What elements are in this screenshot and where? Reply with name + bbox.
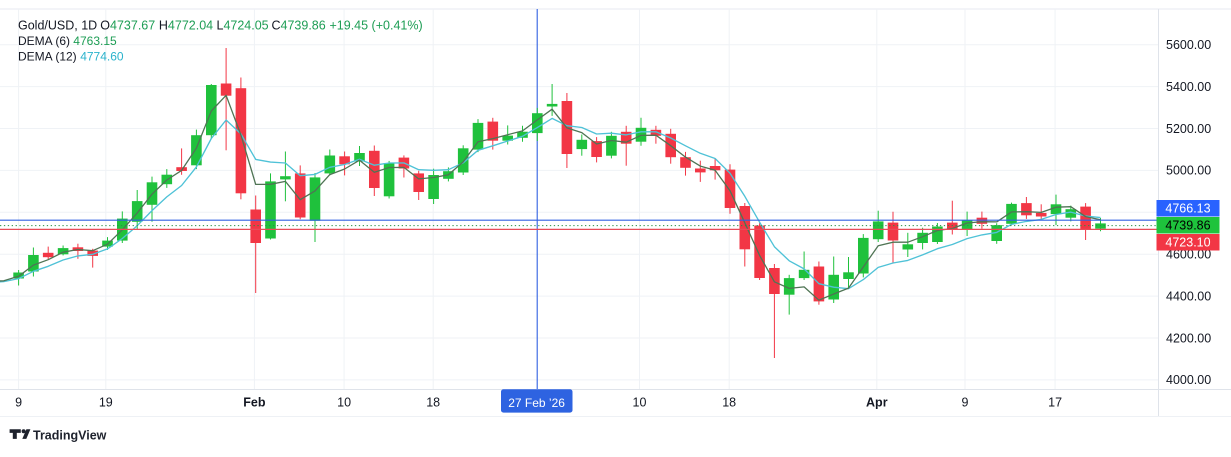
svg-text:5400.00: 5400.00 xyxy=(1166,80,1211,94)
svg-text:Feb: Feb xyxy=(243,396,266,410)
svg-text:Gold/USD, 1D: Gold/USD, 1D xyxy=(18,18,97,32)
svg-text:+19.45 (+0.41%): +19.45 (+0.41%) xyxy=(330,18,423,32)
svg-text:Apr: Apr xyxy=(866,396,888,410)
svg-text:5000.00: 5000.00 xyxy=(1166,164,1211,178)
svg-text:4774.60: 4774.60 xyxy=(80,50,124,64)
svg-text:9: 9 xyxy=(962,396,969,410)
svg-text:L4724.05: L4724.05 xyxy=(217,18,269,32)
svg-text:4723.10: 4723.10 xyxy=(1165,236,1210,250)
svg-text:H4772.04: H4772.04 xyxy=(159,18,213,32)
svg-text:4400.00: 4400.00 xyxy=(1166,289,1211,303)
svg-text:DEMA (12): DEMA (12) xyxy=(18,50,77,64)
svg-text:18: 18 xyxy=(426,396,440,410)
svg-text:5600.00: 5600.00 xyxy=(1166,38,1211,52)
svg-text:DEMA (6): DEMA (6) xyxy=(18,34,70,48)
svg-text:17: 17 xyxy=(1048,396,1062,410)
svg-text:C4739.86: C4739.86 xyxy=(272,18,326,32)
svg-text:19: 19 xyxy=(99,396,113,410)
svg-text:27 Feb ’26: 27 Feb ’26 xyxy=(508,396,565,410)
svg-text:18: 18 xyxy=(722,396,736,410)
svg-text:9: 9 xyxy=(15,396,22,410)
svg-text:O4737.67: O4737.67 xyxy=(100,18,155,32)
svg-text:4766.13: 4766.13 xyxy=(1165,202,1210,216)
svg-text:4200.00: 4200.00 xyxy=(1166,331,1211,345)
svg-text:10: 10 xyxy=(633,396,647,410)
svg-text:5200.00: 5200.00 xyxy=(1166,122,1211,136)
svg-text:10: 10 xyxy=(337,396,351,410)
svg-text:4763.15: 4763.15 xyxy=(73,34,117,48)
svg-text:4600.00: 4600.00 xyxy=(1166,248,1211,262)
svg-text:4000.00: 4000.00 xyxy=(1166,373,1211,387)
svg-text:TradingView: TradingView xyxy=(33,428,107,442)
svg-text:4739.86: 4739.86 xyxy=(1165,219,1210,233)
